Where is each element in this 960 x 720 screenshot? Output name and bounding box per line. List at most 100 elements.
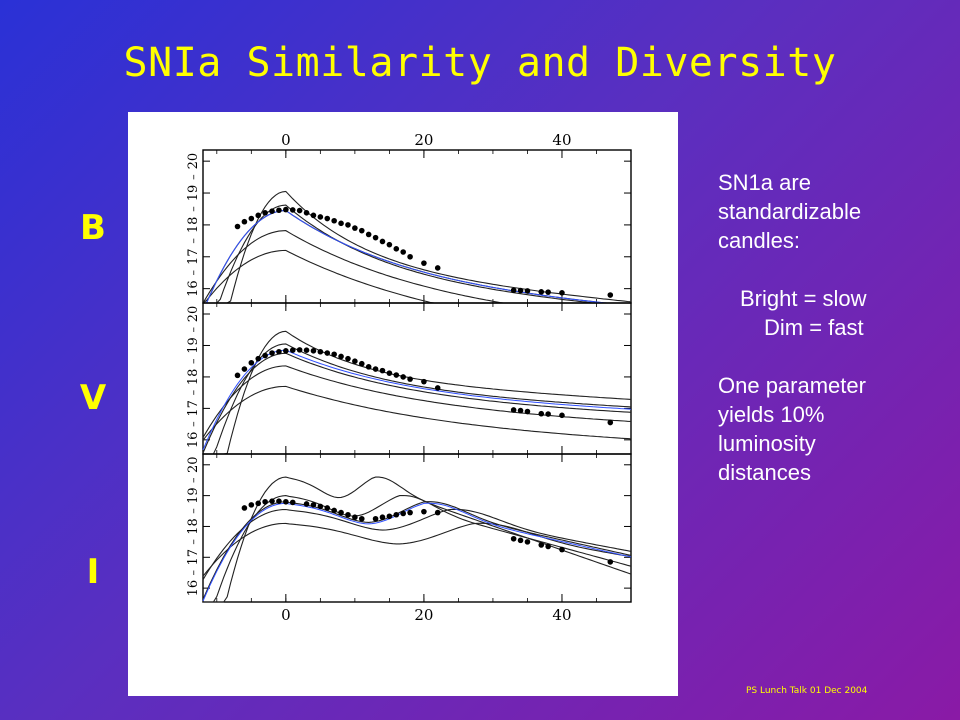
light-curve-chart: 20 – 19 – 18 – 17 – 16 20 – 19 – 18 – 17 – 16 20 – 19 – 18 – 17 –… bbox=[186, 131, 632, 624]
data-point bbox=[248, 215, 255, 222]
data-point bbox=[331, 217, 337, 224]
data-point bbox=[421, 508, 427, 515]
y-tick-separator: – bbox=[187, 326, 200, 332]
y-tick-label: 16 bbox=[186, 580, 201, 597]
data-point bbox=[310, 502, 317, 508]
y-tick-separator: – bbox=[187, 358, 200, 364]
data-point bbox=[545, 543, 551, 550]
data-point bbox=[262, 498, 268, 505]
data-point bbox=[393, 246, 400, 252]
y-tick-separator: – bbox=[187, 174, 200, 180]
data-point bbox=[324, 215, 331, 222]
y-tick-label: 20 bbox=[186, 306, 201, 323]
data-point bbox=[262, 209, 268, 216]
template-curve bbox=[202, 352, 632, 454]
data-point bbox=[358, 515, 365, 522]
template-curve bbox=[203, 330, 632, 455]
y-tick-label: 17 bbox=[186, 400, 201, 417]
y-tick-label: 20 bbox=[186, 153, 201, 170]
data-point bbox=[545, 289, 551, 295]
data-point bbox=[283, 348, 289, 354]
data-point bbox=[255, 355, 262, 362]
data-point bbox=[338, 220, 344, 227]
template-curve bbox=[203, 190, 632, 304]
fit-curve bbox=[202, 502, 632, 602]
y-tick-separator: – bbox=[187, 389, 200, 395]
data-point bbox=[559, 290, 565, 296]
side-text-line: SN1a are bbox=[718, 170, 811, 195]
template-curve bbox=[202, 385, 632, 441]
data-point bbox=[241, 366, 248, 372]
data-point bbox=[379, 514, 386, 521]
data-point bbox=[407, 253, 413, 260]
data-point bbox=[310, 212, 317, 219]
data-point bbox=[276, 498, 282, 504]
y-tick-separator: – bbox=[187, 206, 200, 212]
data-point bbox=[407, 509, 413, 516]
data-point bbox=[510, 535, 517, 542]
data-point bbox=[276, 207, 282, 214]
x-tick-label-bottom: 20 bbox=[414, 606, 433, 624]
data-point bbox=[338, 509, 344, 516]
y-tick-separator: – bbox=[187, 477, 200, 483]
data-point bbox=[607, 292, 614, 298]
data-point bbox=[248, 502, 255, 508]
data-point bbox=[345, 222, 351, 228]
template-curve bbox=[203, 494, 632, 603]
data-point bbox=[538, 410, 545, 417]
y-tick-separator: – bbox=[187, 569, 200, 575]
template-curve bbox=[203, 204, 631, 304]
data-point bbox=[234, 223, 241, 230]
side-text-line: Dim = fast bbox=[764, 315, 864, 340]
side-text-line: standardizable bbox=[718, 199, 862, 224]
data-point bbox=[234, 372, 241, 379]
data-point bbox=[345, 511, 351, 518]
side-text-line: One parameter bbox=[718, 373, 866, 398]
data-point bbox=[289, 347, 296, 353]
data-point bbox=[400, 249, 406, 255]
data-point bbox=[289, 207, 296, 213]
x-tick-label-top: 0 bbox=[281, 131, 291, 149]
data-point bbox=[317, 503, 324, 510]
template-curve bbox=[202, 508, 632, 580]
data-point bbox=[434, 509, 441, 516]
data-point bbox=[296, 207, 303, 214]
y-tick-label: 19 bbox=[186, 337, 201, 354]
template-curve bbox=[202, 522, 632, 577]
data-point bbox=[255, 212, 262, 219]
side-text-line: Bright = slow bbox=[740, 286, 867, 311]
footer-text: PS Lunch Talk 01 Dec 2004 bbox=[746, 686, 868, 696]
data-point bbox=[296, 347, 303, 353]
band-label-i: I bbox=[86, 552, 100, 592]
x-tick-label-bottom: 0 bbox=[281, 606, 291, 624]
data-point bbox=[317, 348, 324, 355]
data-point bbox=[365, 231, 372, 238]
data-point bbox=[510, 407, 517, 413]
data-point bbox=[559, 546, 565, 553]
data-point bbox=[524, 288, 531, 294]
data-point bbox=[269, 208, 275, 214]
x-tick-label-top: 40 bbox=[552, 131, 571, 149]
data-point bbox=[269, 350, 275, 356]
data-point bbox=[283, 206, 289, 213]
data-point bbox=[517, 407, 524, 414]
side-text-line: yields 10% bbox=[718, 402, 825, 427]
data-point bbox=[545, 411, 551, 417]
panel-frame bbox=[202, 149, 632, 304]
x-tick-label-top: 20 bbox=[414, 131, 433, 149]
data-point bbox=[400, 374, 406, 380]
data-point bbox=[241, 218, 248, 225]
y-tick-separator: – bbox=[187, 539, 200, 545]
y-tick-separator: – bbox=[187, 508, 200, 514]
data-point bbox=[400, 510, 406, 517]
data-point bbox=[607, 419, 614, 426]
data-point bbox=[379, 367, 386, 374]
y-tick-label: 17 bbox=[186, 549, 201, 566]
data-point bbox=[517, 287, 524, 294]
data-point bbox=[386, 513, 393, 520]
data-point bbox=[386, 241, 393, 248]
fit-curve bbox=[203, 210, 631, 304]
template-curve bbox=[203, 210, 631, 304]
data-point bbox=[538, 542, 545, 548]
data-point bbox=[331, 351, 337, 358]
